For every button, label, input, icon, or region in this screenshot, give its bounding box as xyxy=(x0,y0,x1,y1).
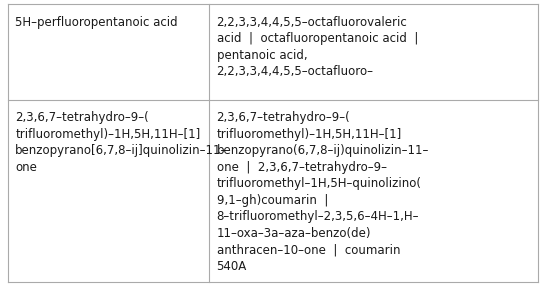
Text: 5H–perfluoropentanoic acid: 5H–perfluoropentanoic acid xyxy=(15,16,178,29)
Text: 2,2,3,3,4,4,5,5–octafluorovaleric
acid  |  octafluoropentanoic acid  |
pentanoic: 2,2,3,3,4,4,5,5–octafluorovaleric acid |… xyxy=(217,16,418,78)
Text: 2,3,6,7–tetrahydro–9–(
trifluoromethyl)–1H,5H,11H–[1]
benzopyrano(6,7,8–ij)quino: 2,3,6,7–tetrahydro–9–( trifluoromethyl)–… xyxy=(217,112,429,273)
Text: 2,3,6,7–tetrahydro–9–(
trifluoromethyl)–1H,5H,11H–[1]
benzopyrano[6,7,8–ij]quino: 2,3,6,7–tetrahydro–9–( trifluoromethyl)–… xyxy=(15,112,228,174)
